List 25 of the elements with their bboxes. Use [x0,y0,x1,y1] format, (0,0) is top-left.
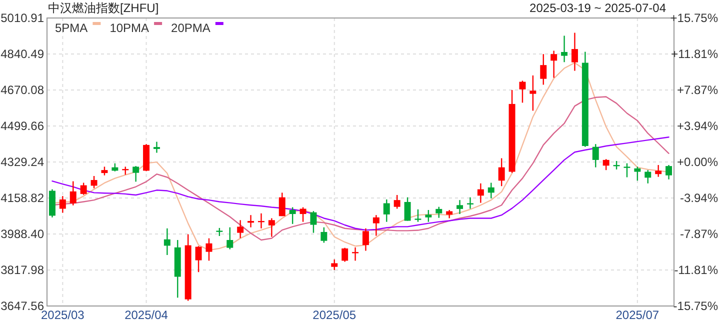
chart-subtitle: 2025-03-19 ~ 2025-07-04 [530,1,666,15]
x-tick-label: 2025/07 [616,308,660,320]
y2-tick-label: -15.75% [673,299,718,313]
x-tick-label: 2025/04 [124,308,168,320]
chart-title: 中汉燃油指数[ZHFU] [48,1,159,15]
y2-tick-label: +7.87% [676,83,718,98]
y2-tick-label: +11.81% [671,47,718,62]
y2-tick-label: +15.75% [670,11,718,25]
x-tick-label: 2025/05 [312,308,356,320]
legend-label: 20PMA [171,21,210,35]
y-tick-label: 4670.08 [0,83,44,97]
legend-label: 5PMA [55,21,88,35]
y-tick-label: 3817.98 [0,263,44,277]
legend-label: 10PMA [110,21,150,35]
y-tick-label: 4840.49 [0,47,44,61]
y-tick-label: 4158.82 [0,191,44,205]
y-tick-label: 4499.66 [0,119,44,133]
y2-tick-label: -7.87% [680,226,718,241]
y-tick-label: 3988.40 [0,227,44,241]
y2-tick-label: +0.00% [676,155,718,169]
y-tick-label: 4329.24 [0,155,44,169]
y2-tick-label: +3.94% [676,118,718,133]
y2-tick-label: -3.94% [680,191,718,206]
y2-tick-label: -11.81% [674,262,718,277]
y-tick-label: 5010.91 [0,11,44,25]
